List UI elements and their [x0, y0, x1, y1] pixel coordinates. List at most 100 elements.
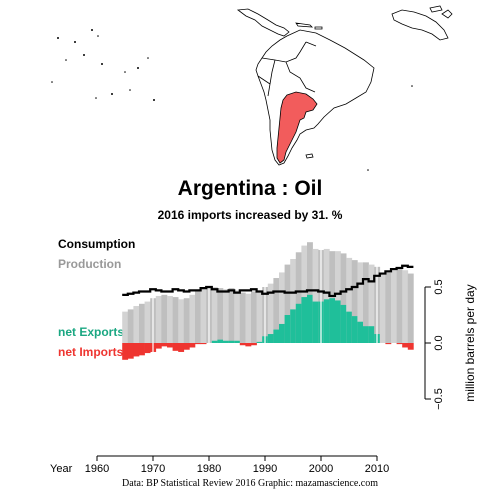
chart-subtitle: 2016 imports increased by 31. %	[157, 208, 343, 222]
production-bar	[172, 297, 179, 343]
net-imports-bar	[139, 343, 145, 356]
net-exports-bar	[346, 311, 353, 343]
production-bar	[256, 290, 263, 343]
net-exports-bar	[340, 304, 347, 343]
production-bar	[245, 293, 252, 343]
production-bar	[195, 291, 201, 343]
net-exports-bar	[284, 315, 291, 343]
production-bar	[211, 287, 218, 343]
production-bar	[346, 257, 353, 343]
production-bar	[228, 288, 235, 343]
production-bar	[217, 288, 224, 343]
x-tick-label: 2000	[309, 463, 333, 475]
net-imports-bar	[396, 343, 403, 345]
legend-consumption: Consumption	[58, 237, 136, 251]
net-exports-bar	[301, 297, 308, 343]
x-tick-label: 1980	[197, 463, 221, 475]
net-imports-bar	[144, 343, 151, 354]
chart-title: Argentina : Oil	[177, 177, 323, 200]
y-tick-label: 0.0	[433, 335, 445, 350]
production-bar	[133, 306, 140, 343]
net-imports-bar	[200, 343, 207, 345]
x-tick-label: 1960	[85, 463, 109, 475]
net-exports-bar	[223, 340, 229, 343]
net-imports-bar	[122, 343, 129, 360]
border-lines	[257, 41, 317, 97]
x-tick-label: 2010	[365, 463, 389, 475]
pacific-islands-dots	[51, 29, 413, 171]
production-bar	[155, 295, 162, 343]
net-exports-bar	[256, 341, 263, 343]
production-bar	[267, 283, 274, 343]
argentina-shape	[276, 91, 318, 164]
production-bar	[144, 301, 151, 343]
net-imports-bar	[161, 343, 168, 347]
net-imports-bar	[195, 343, 201, 345]
production-bar	[122, 311, 129, 343]
y-tick-label: 0.5	[433, 279, 445, 294]
net-exports-bar	[357, 321, 364, 343]
net-exports-bar	[279, 323, 285, 343]
net-exports-bar	[307, 294, 313, 343]
production-bar	[402, 270, 409, 343]
production-bar	[139, 303, 145, 343]
production-bar	[312, 248, 319, 343]
central-america-outline	[236, 8, 290, 37]
north-america-fragment	[391, 5, 453, 41]
production-bar	[290, 259, 297, 343]
production-bar	[161, 294, 168, 343]
net-imports-bar	[155, 343, 162, 349]
net-exports-bar	[290, 309, 297, 343]
net-exports-bar	[273, 329, 280, 343]
production-bar	[335, 251, 341, 343]
production-bar	[323, 248, 330, 343]
production-bar	[407, 273, 414, 343]
net-exports-bar	[228, 340, 235, 343]
net-imports-bar	[385, 343, 392, 345]
net-imports-bar	[239, 343, 246, 346]
production-bar	[391, 269, 397, 343]
x-tick-label: 1970	[141, 463, 165, 475]
x-axis-label: Year	[50, 463, 73, 475]
caribbean-islands	[295, 22, 323, 30]
net-exports-bar	[312, 301, 319, 343]
net-exports-bar	[329, 298, 336, 343]
production-bar	[295, 252, 302, 343]
x-tick-label: 1990	[253, 463, 277, 475]
production-bar	[396, 269, 403, 343]
production-bar	[279, 272, 285, 343]
net-exports-bar	[211, 340, 218, 343]
production-bar	[189, 294, 196, 343]
net-exports-bar	[363, 326, 369, 343]
production-bar	[351, 260, 358, 343]
production-bar	[340, 253, 347, 343]
net-exports-bar	[267, 334, 274, 343]
south-america-map	[236, 8, 375, 166]
production-bar	[368, 264, 375, 343]
net-imports-bar	[251, 343, 257, 346]
production-bar	[223, 289, 229, 343]
production-bar	[273, 278, 280, 343]
net-imports-bar	[167, 343, 173, 348]
legend-net-imports: net Imports	[58, 345, 124, 359]
production-bar	[127, 309, 134, 343]
production-bar	[379, 273, 386, 343]
net-exports-bar	[323, 299, 330, 343]
net-exports-bar	[351, 316, 358, 343]
net-exports-bar	[217, 339, 224, 343]
net-exports-bar	[234, 340, 241, 343]
production-bar	[363, 262, 369, 343]
y-tick-label: −0.5	[433, 388, 445, 410]
legend-production: Production	[58, 257, 122, 271]
data-credit: Data: BP Statistical Review 2016 Graphic…	[122, 478, 378, 489]
production-bar	[167, 295, 173, 343]
falkland-islands	[305, 153, 314, 159]
production-bar	[200, 289, 207, 343]
production-bar	[307, 242, 313, 343]
net-imports-bar	[402, 343, 409, 348]
production-bar	[301, 245, 308, 343]
production-bar	[178, 299, 185, 343]
production-bar	[183, 298, 190, 343]
net-imports-bar	[127, 343, 134, 359]
